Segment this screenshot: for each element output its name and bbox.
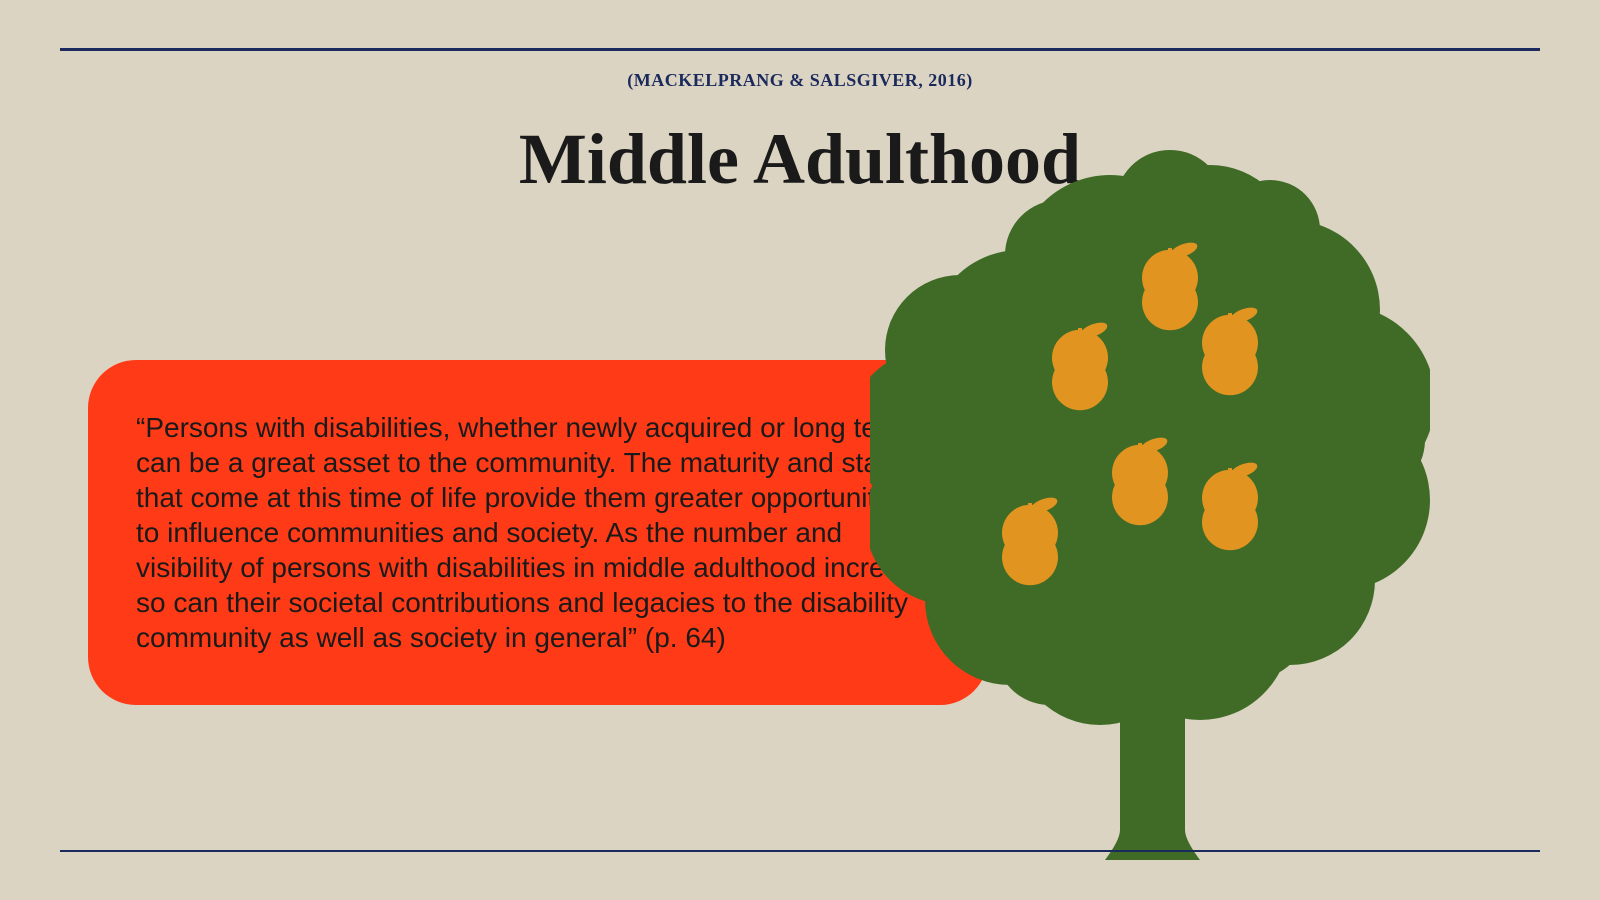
citation: (MACKELPRANG & SALSGIVER, 2016) <box>0 70 1600 91</box>
rule-top <box>60 48 1540 51</box>
quote-text: “Persons with disabilities, whether newl… <box>136 410 940 655</box>
rule-bottom <box>60 850 1540 852</box>
apple-tree-icon <box>870 140 1430 860</box>
quote-box: “Persons with disabilities, whether newl… <box>88 360 988 705</box>
